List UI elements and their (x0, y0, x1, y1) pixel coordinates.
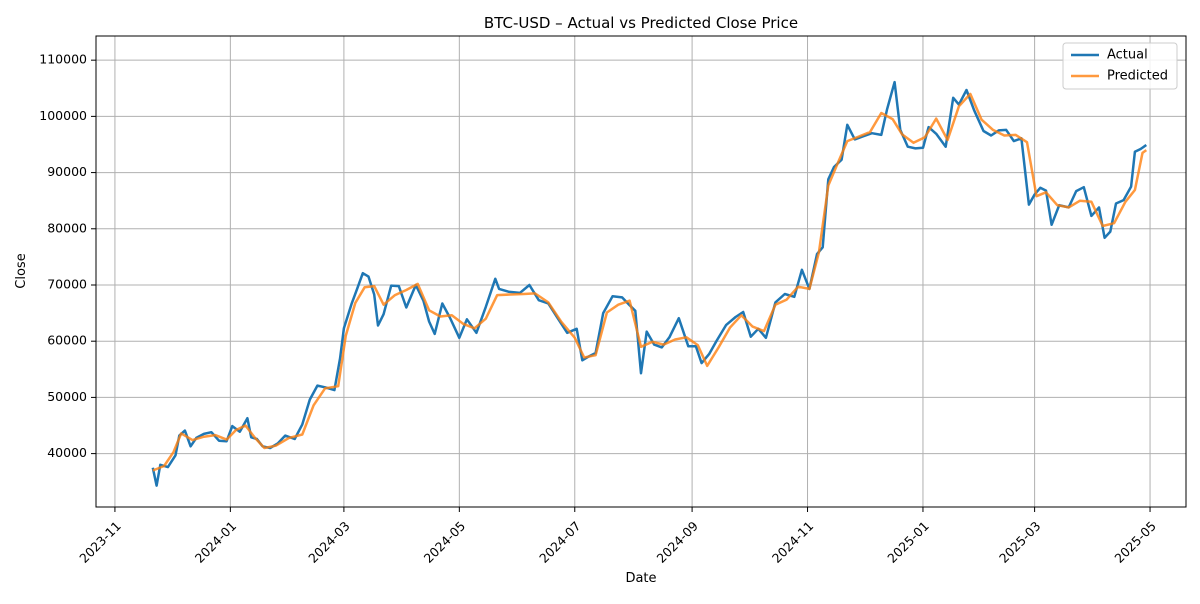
chart-title: BTC-USD – Actual vs Predicted Close Pric… (484, 14, 798, 32)
y-axis-label: Close (14, 253, 29, 288)
y-tick-label: 40000 (47, 445, 87, 460)
grid (96, 36, 1186, 507)
legend-label: Predicted (1107, 69, 1168, 84)
series-layer (151, 80, 1148, 487)
y-tick-label: 100000 (39, 108, 87, 123)
legend-label: Actual (1107, 48, 1148, 63)
series-line-predicted (152, 92, 1148, 472)
legend: Actual Predicted (1062, 42, 1178, 90)
y-tick-label: 110000 (39, 52, 87, 67)
x-axis-label: Date (625, 571, 656, 586)
y-tick-label: 70000 (47, 276, 87, 291)
y-tick-label: 80000 (47, 220, 87, 235)
y-tick-label: 50000 (47, 389, 87, 404)
y-tick-label: 60000 (47, 333, 87, 348)
y-axis: 40000 50000 60000 70000 80000 90000 100000 1100… (39, 52, 96, 460)
y-tick-label: 90000 (47, 164, 87, 179)
plot-area (95, 35, 1187, 508)
series-line-actual (151, 80, 1148, 487)
